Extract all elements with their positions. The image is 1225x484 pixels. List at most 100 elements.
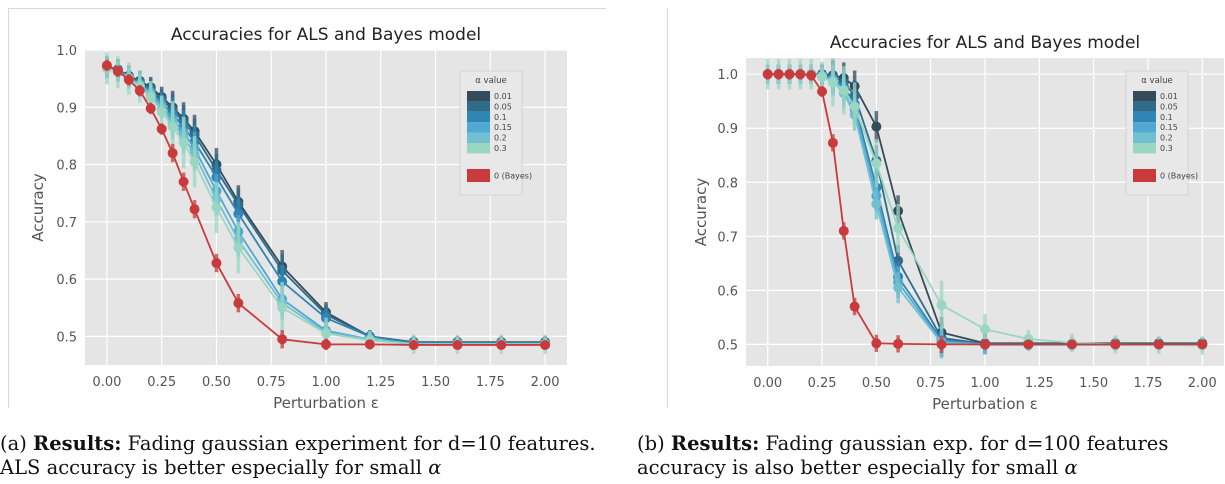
chart-a-data-point (123, 74, 134, 85)
chart-b-legend-swatch (1133, 122, 1156, 133)
chart-a-title: Accuracies for ALS and Bayes model (171, 25, 481, 45)
chart-a-data-point (364, 339, 375, 350)
chart-b-data-point (893, 282, 904, 293)
caption-b-heading: Results: (670, 432, 760, 455)
chart-b-data-point (817, 71, 828, 82)
chart-b-y-tick-label: 0.6 (717, 284, 738, 299)
caption-b-label: (b) (637, 432, 665, 455)
caption-b-text1: Fading gaussian exp. for d=100 features (765, 432, 1169, 455)
caption-a-text1: Fading gaussian experiment for d=10 feat… (127, 432, 596, 455)
chart-a-data-point (233, 242, 244, 253)
chart-b-data-point (871, 158, 882, 169)
chart-b-data-point (817, 86, 828, 97)
chart-b-x-tick-label: 0.50 (862, 376, 891, 391)
chart-b-legend-swatch (1133, 132, 1156, 143)
chart-a-legend-label: 0.01 (494, 92, 512, 101)
chart-b-data-point (936, 299, 947, 310)
chart-a-series-6 (101, 59, 551, 351)
chart-b-data-point (936, 339, 947, 350)
chart-b: 0.00 0.25 0.50 0.75 1.00 1.25 1.50 1.75 2.00 0.5 0… (692, 33, 1224, 413)
chart-b-y-tick-label: 0.5 (717, 338, 738, 353)
chart-b-y-tick-label: 0.9 (717, 122, 738, 137)
chart-a-legend-label: 0.1 (494, 113, 507, 122)
chart-a-data-point (211, 202, 222, 213)
chart-b-legend-swatch (1133, 101, 1156, 112)
chart-a-legend-label: 0 (Bayes) (494, 172, 532, 181)
chart-a-data-point (134, 85, 145, 96)
chart-a-data-point (145, 91, 156, 102)
chart-b-legend: α value 0.010.05 0.10.15 0.20.3 0 (Bayes) (1125, 70, 1198, 196)
chart-a-y-tick-label: 0.7 (56, 216, 77, 231)
chart-b-x-tick-label: 0.75 (916, 376, 945, 391)
chart-a-legend-label: 0.2 (494, 134, 507, 143)
chart-a-data-point (156, 106, 167, 117)
chart-b-legend-label: 0.15 (1160, 123, 1178, 132)
figure-panel-a: 0.00 0.25 0.50 0.75 1.00 1.25 1.50 1.75 2.00 0.5 0… (0, 0, 612, 484)
chart-a-x-tick-label: 1.50 (421, 375, 450, 390)
chart-a-x-tick-label: 0.75 (257, 375, 286, 390)
chart-b-x-tick-label: 0.25 (808, 376, 837, 391)
chart-b-x-tick-label: 0.00 (753, 376, 782, 391)
chart-a-y-tick-label: 1.0 (56, 44, 77, 59)
chart-a-y-axis-label: Accuracy (29, 173, 47, 242)
caption-a-alpha: α (428, 456, 442, 479)
chart-a-data-point (145, 103, 156, 114)
chart-b-data-point (827, 137, 838, 148)
chart-a-legend: α value 0.010.05 0.10.15 0.20.3 0 (Bayes) (459, 70, 532, 196)
chart-a-data-point (496, 339, 507, 350)
chart-b-x-tick-label: 1.25 (1025, 376, 1054, 391)
chart-a-data-point (233, 208, 244, 219)
chart-b-legend-swatch (1133, 111, 1156, 123)
chart-b-data-point (827, 77, 838, 88)
chart-b-data-point (1197, 339, 1208, 350)
caption-b-line1: (b) Results: Fading gaussian exp. for d=… (637, 432, 1168, 456)
chart-b-legend-title: α value (1141, 76, 1173, 86)
chart-a-legend-swatch (467, 143, 490, 154)
chart-b-data-point (762, 69, 773, 80)
panel-a-top-rule (8, 8, 606, 9)
chart-a-data-point (167, 121, 178, 132)
caption-a-text2: ALS accuracy is better especially for sm… (0, 456, 423, 479)
chart-a-legend-swatch (467, 91, 490, 102)
caption-a-label: (a) (0, 432, 27, 455)
caption-b-alpha: α (1064, 456, 1078, 479)
chart-b-data-point (838, 85, 849, 96)
chart-a-data-point (156, 124, 167, 135)
chart-b-y-tick-label: 1.0 (717, 68, 738, 83)
chart-a-y-tick-label: 0.9 (56, 101, 77, 116)
chart-a-legend-label: 0.3 (494, 144, 507, 153)
chart-a-x-tick-label: 0.50 (202, 375, 231, 390)
chart-b-legend-label: 0.01 (1160, 92, 1178, 101)
chart-a-data-point (277, 334, 288, 345)
caption-a: (a) Results: Fading gaussian experiment … (0, 432, 596, 480)
chart-a-data-point (189, 204, 200, 215)
chart-b-data-point (784, 69, 795, 80)
chart-a-data-point (189, 156, 200, 167)
chart-a-data-point (178, 176, 189, 187)
chart-a-legend-swatch (467, 132, 490, 143)
chart-a-legend-swatch (467, 101, 490, 112)
chart-a-x-tick-label: 2.00 (531, 375, 560, 390)
panel-b-left-rule (667, 8, 668, 408)
chart-a-data-point (101, 60, 112, 71)
chart-a-data-point (321, 339, 331, 350)
chart-b-legend-label: 0.1 (1160, 113, 1173, 122)
chart-a-x-tick-label: 0.00 (92, 375, 121, 390)
chart-a: 0.00 0.25 0.50 0.75 1.00 1.25 1.50 1.75 2.00 0.5 0… (29, 25, 567, 412)
chart-b-data-point (795, 69, 806, 80)
chart-b-y-tick-label: 0.8 (717, 176, 738, 191)
figure-panel-b: 0.00 0.25 0.50 0.75 1.00 1.25 1.50 1.75 2.00 0.5 0… (612, 0, 1225, 484)
chart-b-data-point (1023, 339, 1034, 350)
chart-a-legend-swatch (467, 111, 490, 123)
chart-a-x-tick-label: 1.25 (366, 375, 395, 390)
chart-a-legend-swatch (467, 169, 490, 182)
chart-b-data-point (1110, 339, 1121, 350)
chart-b-data-point (893, 338, 904, 349)
chart-a-legend-title: α value (475, 76, 507, 86)
caption-b-text2: accuracy is also better especially for s… (637, 456, 1059, 479)
chart-a-y-tick-label: 0.5 (56, 330, 77, 345)
caption-a-line1: (a) Results: Fading gaussian experiment … (0, 432, 596, 456)
chart-b-x-tick-label: 1.50 (1079, 376, 1108, 391)
chart-a-legend-label: 0.15 (494, 123, 512, 132)
chart-a-data-point (211, 258, 222, 269)
